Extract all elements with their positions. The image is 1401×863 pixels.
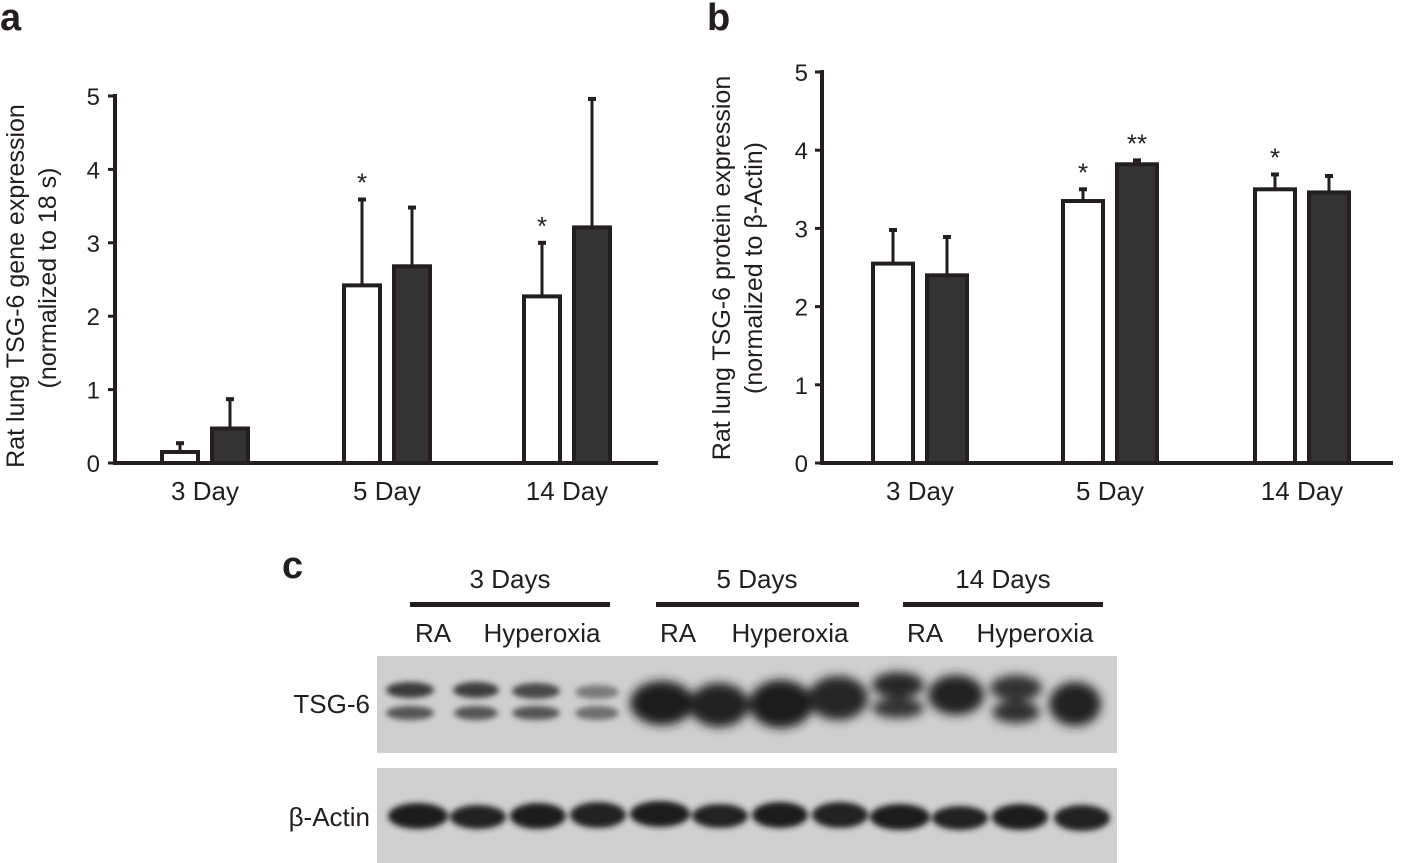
y-tick-label: 0 <box>87 451 100 478</box>
y-tick-label: 1 <box>795 373 808 400</box>
x-tick-label: 5 Day <box>1076 476 1144 506</box>
bar <box>1061 199 1105 465</box>
significance-marker: * <box>537 211 547 241</box>
x-tick-label: 3 Day <box>886 476 954 506</box>
bar <box>1253 187 1297 466</box>
blot-group-label: 3 Days <box>470 564 551 594</box>
group-bar <box>903 602 1103 607</box>
panel-letter-a: a <box>0 0 22 39</box>
significance-marker: ** <box>1127 128 1147 158</box>
blot-row-label-actin: β-Actin <box>289 802 370 832</box>
y-axis-label-a: Rat lung TSG-6 gene expression <box>2 104 30 468</box>
panel-letter-b: b <box>707 0 730 39</box>
significance-marker: * <box>1270 142 1280 172</box>
condition-label: RA <box>660 618 697 648</box>
y-tick-label: 2 <box>87 304 100 331</box>
bar <box>1307 190 1351 465</box>
western-blot: 3 Days 5 Days 14 Days RA Hyperoxia RA Hy… <box>289 564 1117 863</box>
y-tick-label: 1 <box>87 378 100 405</box>
bar <box>392 264 432 465</box>
y-tick-label: 3 <box>87 231 100 258</box>
condition-label: Hyperoxia <box>731 618 849 648</box>
bar <box>925 273 969 465</box>
y-tick-label: 4 <box>87 157 100 184</box>
y-tick-label: 5 <box>87 84 100 111</box>
y-tick-label: 3 <box>795 216 808 243</box>
chart-b: Rat lung TSG-6 protein expression (norma… <box>708 60 1393 506</box>
chart-a: Rat lung TSG-6 gene expression (normaliz… <box>2 84 658 506</box>
y-tick-label: 2 <box>795 295 808 322</box>
y-tick-label: 4 <box>795 138 808 165</box>
panel-letter-c: c <box>282 545 303 587</box>
blot-group-label: 14 Days <box>955 564 1050 594</box>
y-tick-label: 5 <box>795 60 808 87</box>
actin-blot-image <box>377 768 1117 863</box>
y-axis-sublabel-a: (normalized to 18 s) <box>34 168 62 389</box>
blot-row-label-tsg6: TSG-6 <box>293 689 370 719</box>
x-tick-label: 14 Day <box>1261 476 1343 506</box>
bar <box>1115 162 1159 465</box>
blot-group-label: 5 Days <box>717 564 798 594</box>
condition-label: Hyperoxia <box>976 618 1094 648</box>
bar <box>572 225 612 465</box>
condition-label: Hyperoxia <box>483 618 601 648</box>
bar <box>871 261 915 465</box>
condition-label: RA <box>907 618 944 648</box>
y-axis-label-b: Rat lung TSG-6 protein expression <box>708 76 736 460</box>
bar <box>342 283 382 466</box>
group-bar <box>656 602 859 607</box>
group-bar <box>410 602 610 607</box>
y-tick-label: 0 <box>795 451 808 478</box>
tsg6-blot-image <box>377 656 1117 753</box>
condition-label: RA <box>415 618 452 648</box>
x-tick-label: 3 Day <box>171 476 239 506</box>
significance-marker: * <box>1078 157 1088 187</box>
bar <box>522 294 562 465</box>
x-tick-label: 5 Day <box>353 476 421 506</box>
bar <box>160 449 200 465</box>
x-tick-label: 14 Day <box>526 476 608 506</box>
bar <box>210 426 250 466</box>
y-axis-sublabel-b: (normalized to β-Actin) <box>740 142 768 394</box>
significance-marker: * <box>357 167 367 197</box>
